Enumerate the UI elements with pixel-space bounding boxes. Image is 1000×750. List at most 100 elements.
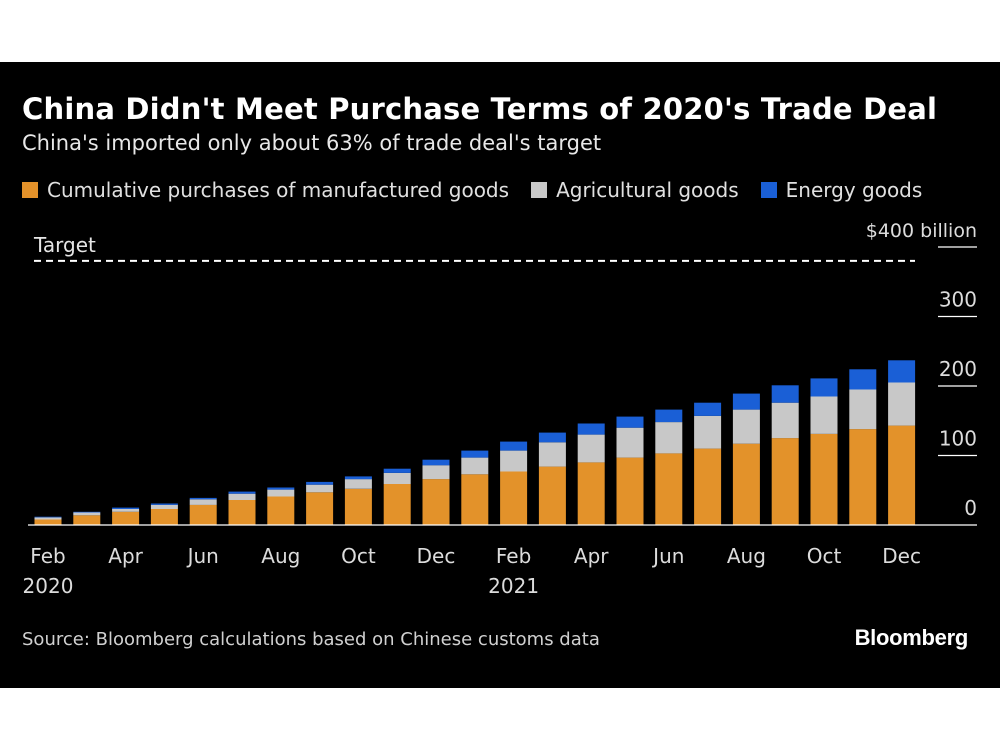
bar-segment-agricultural-5 <box>228 493 256 500</box>
bar-segment-energy-21 <box>849 369 877 390</box>
bar-segment-energy-20 <box>810 378 838 397</box>
bar-segment-agricultural-14 <box>577 434 605 463</box>
x-tick-label: Feb <box>30 544 65 568</box>
bar-segment-agricultural-12 <box>500 450 528 472</box>
bar-segment-energy-8 <box>344 476 372 480</box>
bar-segment-agricultural-15 <box>616 427 644 458</box>
x-tick-year-label: 2021 <box>488 574 539 598</box>
bar-segment-manufactured-19 <box>771 438 799 525</box>
bar-segment-energy-19 <box>771 385 799 403</box>
stacked-bar-chart: Target 0 100 200 300 $400 billion Feb 2020 Apr J… <box>23 220 977 598</box>
bar-segment-agricultural-8 <box>344 479 372 489</box>
bar-segment-energy-2 <box>112 507 140 509</box>
bar-segment-manufactured-12 <box>500 471 528 525</box>
bar-segment-energy-13 <box>538 432 566 443</box>
bar-segment-energy-11 <box>461 450 489 458</box>
x-tick-label: Oct <box>807 544 842 568</box>
bar-segment-energy-0 <box>34 516 62 518</box>
x-tick-label: Dec <box>417 544 456 568</box>
bar-segment-manufactured-6 <box>267 496 295 525</box>
bar-segment-agricultural-6 <box>267 489 295 497</box>
bar-segment-manufactured-13 <box>538 466 566 525</box>
x-tick-label: Dec <box>882 544 921 568</box>
bar-segment-manufactured-1 <box>73 515 101 525</box>
x-tick-label: Jun <box>186 544 219 568</box>
bar-segment-agricultural-22 <box>888 382 916 426</box>
bar-segment-manufactured-7 <box>306 492 334 525</box>
bar-segment-manufactured-2 <box>112 511 140 525</box>
bar-segment-agricultural-3 <box>150 504 178 509</box>
bar-segment-agricultural-20 <box>810 396 838 434</box>
legend-label-agricultural: Agricultural goods <box>556 178 739 202</box>
bar-segment-agricultural-19 <box>771 402 799 439</box>
chart-panel: China Didn't Meet Purchase Terms of 2020… <box>0 62 1000 688</box>
bars <box>34 360 916 525</box>
y-tick-label: 300 <box>939 288 977 312</box>
bar-segment-energy-14 <box>577 423 605 435</box>
legend-label-manufactured: Cumulative purchases of manufactured goo… <box>47 178 510 202</box>
x-tick-label: Jun <box>651 544 684 568</box>
bar-segment-agricultural-11 <box>461 457 489 475</box>
source-note: Source: Bloomberg calculations based on … <box>22 629 600 650</box>
x-tick-label: Oct <box>341 544 376 568</box>
gridlines <box>938 246 977 457</box>
bar-segment-agricultural-1 <box>73 512 101 516</box>
chart-title: China Didn't Meet Purchase Terms of 2020… <box>22 92 938 126</box>
bloomberg-logo: Bloomberg <box>854 625 969 650</box>
axes: 0 100 200 300 $400 billion Feb 2020 Apr Jun Aug Oc… <box>23 220 977 598</box>
x-tick-label: Aug <box>727 544 766 568</box>
bar-segment-manufactured-10 <box>422 479 450 525</box>
bar-segment-energy-9 <box>383 468 411 473</box>
y-tick-label: $400 billion <box>866 220 977 242</box>
legend-swatch-agricultural <box>531 182 548 198</box>
x-tick-label: Feb <box>496 544 531 568</box>
bar-segment-manufactured-18 <box>732 443 760 525</box>
bar-segment-manufactured-14 <box>577 462 605 525</box>
legend: Cumulative purchases of manufactured goo… <box>22 177 922 203</box>
bar-segment-agricultural-9 <box>383 472 411 484</box>
bar-segment-manufactured-21 <box>849 429 877 525</box>
legend-label-energy: Energy goods <box>785 178 923 202</box>
bar-segment-manufactured-17 <box>694 448 722 525</box>
x-tick-label: Apr <box>574 544 609 568</box>
y-tick-label: 100 <box>939 427 977 451</box>
bar-segment-energy-1 <box>73 511 101 513</box>
bar-segment-manufactured-0 <box>34 519 62 525</box>
bar-segment-manufactured-9 <box>383 484 411 525</box>
bar-segment-energy-6 <box>267 487 295 490</box>
bar-segment-agricultural-10 <box>422 465 450 480</box>
bar-segment-agricultural-16 <box>655 422 683 454</box>
bar-segment-manufactured-5 <box>228 500 256 525</box>
x-tick-year-label: 2020 <box>23 574 74 598</box>
x-tick-label: Apr <box>108 544 143 568</box>
bar-segment-energy-18 <box>732 393 760 410</box>
bar-segment-energy-3 <box>150 503 178 505</box>
bar-segment-energy-5 <box>228 491 256 494</box>
bar-segment-manufactured-22 <box>888 425 916 525</box>
y-tick-label: 200 <box>939 357 977 381</box>
bar-segment-manufactured-16 <box>655 453 683 525</box>
bar-segment-agricultural-17 <box>694 415 722 449</box>
bar-segment-manufactured-3 <box>150 509 178 525</box>
bar-segment-energy-15 <box>616 416 644 428</box>
bar-segment-energy-7 <box>306 481 334 485</box>
bar-segment-energy-22 <box>888 360 916 383</box>
bar-segment-agricultural-18 <box>732 409 760 444</box>
target-label: Target <box>33 233 96 257</box>
legend-item-agricultural: Agricultural goods <box>531 178 739 202</box>
chart-subtitle: China's imported only about 63% of trade… <box>22 131 602 155</box>
bar-segment-manufactured-4 <box>189 504 217 525</box>
bar-segment-manufactured-8 <box>344 488 372 525</box>
legend-item-energy: Energy goods <box>760 178 923 202</box>
bar-segment-energy-16 <box>655 409 683 423</box>
x-tick-label: Aug <box>261 544 300 568</box>
bar-segment-energy-4 <box>189 497 217 500</box>
bar-segment-manufactured-11 <box>461 474 489 525</box>
legend-item-manufactured: Cumulative purchases of manufactured goo… <box>22 178 509 202</box>
legend-swatch-energy <box>760 182 777 198</box>
bar-segment-agricultural-2 <box>112 509 140 512</box>
bar-segment-manufactured-20 <box>810 434 838 525</box>
bar-segment-agricultural-21 <box>849 389 877 430</box>
bar-segment-agricultural-7 <box>306 484 334 493</box>
bar-segment-agricultural-13 <box>538 442 566 467</box>
